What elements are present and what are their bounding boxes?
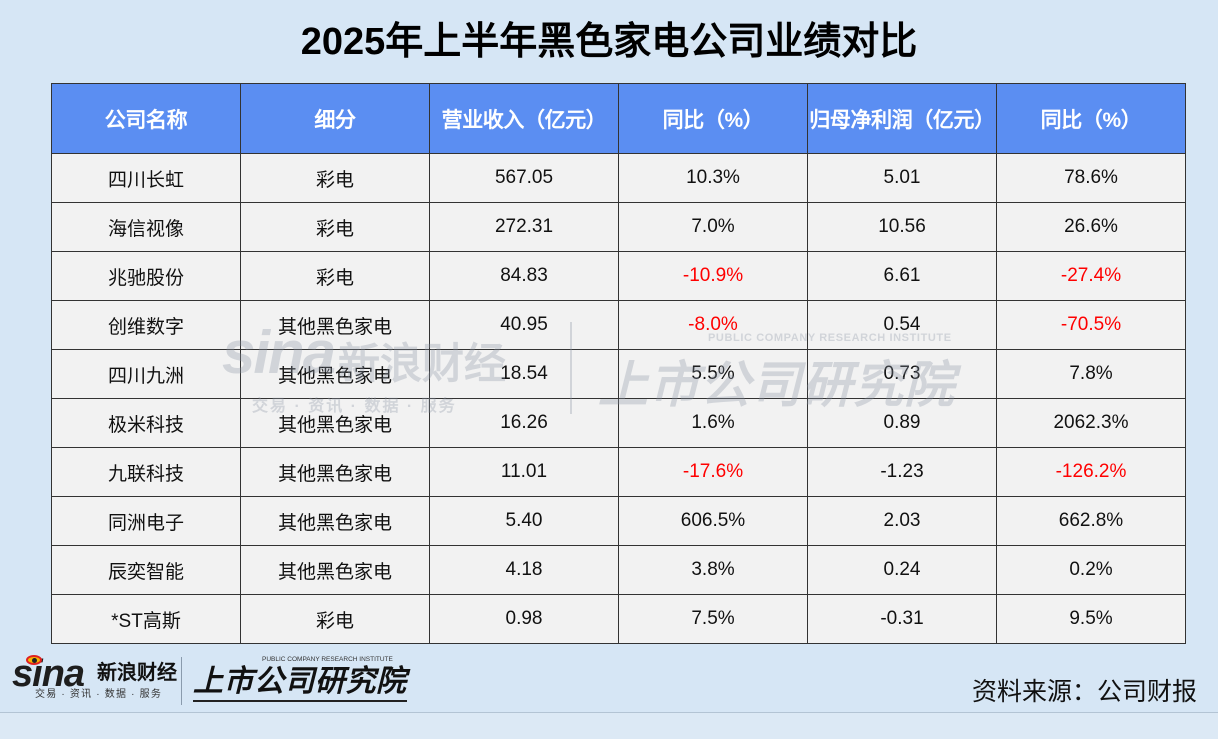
cell-revenue: 84.83 [429, 251, 619, 301]
cell-revenue-yoy: 10.3% [618, 153, 808, 203]
data-table: 公司名称 细分 营业收入（亿元） 同比（%） 归母净利润（亿元） 同比（%） 四川长虹 彩电… [51, 83, 1186, 644]
table-row: 创维数字 其他黑色家电 40.95 -8.0% 0.54 -70.5% [51, 300, 1186, 350]
performance-table: 公司名称 细分 营业收入（亿元） 同比（%） 归母净利润（亿元） 同比（%） 四川长虹 彩电… [51, 83, 1186, 644]
cell-net-profit-yoy: 2062.3% [996, 398, 1186, 448]
cell-segment: 彩电 [240, 153, 430, 203]
cell-company-name: 四川长虹 [51, 153, 241, 203]
sina-finance-name: 新浪财经 [97, 662, 177, 684]
cell-net-profit: 10.56 [807, 202, 997, 252]
cell-net-profit: -1.23 [807, 447, 997, 497]
cell-revenue-yoy: -10.9% [618, 251, 808, 301]
cell-revenue-yoy: 1.6% [618, 398, 808, 448]
header-net-profit: 归母净利润（亿元） [807, 83, 997, 154]
cell-net-profit-yoy: 26.6% [996, 202, 1186, 252]
cell-revenue: 567.05 [429, 153, 619, 203]
table-header: 公司名称 细分 营业收入（亿元） 同比（%） 归母净利润（亿元） 同比（%） [51, 83, 1186, 154]
logo-divider [181, 657, 182, 705]
cell-company-name: 海信视像 [51, 202, 241, 252]
cell-company-name: 极米科技 [51, 398, 241, 448]
cell-net-profit-yoy: 7.8% [996, 349, 1186, 399]
table-row: 九联科技 其他黑色家电 11.01 -17.6% -1.23 -126.2% [51, 447, 1186, 497]
cell-company-name: 创维数字 [51, 300, 241, 350]
cell-segment: 其他黑色家电 [240, 349, 430, 399]
cell-net-profit-yoy: -126.2% [996, 447, 1186, 497]
cell-net-profit-yoy: 78.6% [996, 153, 1186, 203]
cell-revenue: 11.01 [429, 447, 619, 497]
cell-revenue-yoy: 606.5% [618, 496, 808, 546]
data-source: 资料来源：公司财报 [971, 678, 1197, 706]
institute-name: 上市公司研究院 [193, 665, 407, 698]
sina-tagline: 交易 · 资讯 · 数据 · 服务 [35, 689, 163, 700]
cell-segment: 彩电 [240, 202, 430, 252]
cell-segment: 其他黑色家电 [240, 545, 430, 595]
table-row: *ST高斯 彩电 0.98 7.5% -0.31 9.5% [51, 594, 1186, 644]
sina-eye-icon [26, 655, 42, 665]
cell-net-profit: 0.24 [807, 545, 997, 595]
cell-company-name: 四川九洲 [51, 349, 241, 399]
cell-company-name: 同洲电子 [51, 496, 241, 546]
cell-net-profit-yoy: 9.5% [996, 594, 1186, 644]
header-net-profit-yoy: 同比（%） [996, 83, 1186, 154]
institute-english-name: PUBLIC COMPANY RESEARCH INSTITUTE [262, 656, 393, 663]
table-row: 极米科技 其他黑色家电 16.26 1.6% 0.89 2062.3% [51, 398, 1186, 448]
cell-net-profit-yoy: 0.2% [996, 545, 1186, 595]
cell-net-profit-yoy: -70.5% [996, 300, 1186, 350]
cell-revenue-yoy: 7.0% [618, 202, 808, 252]
cell-revenue: 18.54 [429, 349, 619, 399]
cell-company-name: 九联科技 [51, 447, 241, 497]
cell-net-profit: 2.03 [807, 496, 997, 546]
header-segment: 细分 [240, 83, 430, 154]
cell-revenue: 4.18 [429, 545, 619, 595]
cell-segment: 其他黑色家电 [240, 447, 430, 497]
table-row: 辰奕智能 其他黑色家电 4.18 3.8% 0.24 0.2% [51, 545, 1186, 595]
cell-net-profit-yoy: 662.8% [996, 496, 1186, 546]
cell-revenue-yoy: 7.5% [618, 594, 808, 644]
table-header-row: 公司名称 细分 营业收入（亿元） 同比（%） 归母净利润（亿元） 同比（%） [51, 83, 1186, 154]
header-revenue-yoy: 同比（%） [618, 83, 808, 154]
cell-revenue: 5.40 [429, 496, 619, 546]
cell-net-profit-yoy: -27.4% [996, 251, 1186, 301]
cell-segment: 彩电 [240, 594, 430, 644]
table-row: 四川长虹 彩电 567.05 10.3% 5.01 78.6% [51, 153, 1186, 203]
table-row: 同洲电子 其他黑色家电 5.40 606.5% 2.03 662.8% [51, 496, 1186, 546]
cell-net-profit: 6.61 [807, 251, 997, 301]
cell-revenue-yoy: -8.0% [618, 300, 808, 350]
cell-segment: 其他黑色家电 [240, 398, 430, 448]
table-body: 四川长虹 彩电 567.05 10.3% 5.01 78.6% 海信视像 彩电 272.31 7.… [51, 153, 1186, 644]
page-title: 2025年上半年黑色家电公司业绩对比 [300, 21, 918, 63]
cell-company-name: *ST高斯 [51, 594, 241, 644]
cell-revenue-yoy: 5.5% [618, 349, 808, 399]
cell-net-profit: 0.54 [807, 300, 997, 350]
cell-net-profit: 5.01 [807, 153, 997, 203]
cell-revenue-yoy: 3.8% [618, 545, 808, 595]
table-row: 四川九洲 其他黑色家电 18.54 5.5% 0.73 7.8% [51, 349, 1186, 399]
header-company-name: 公司名称 [51, 83, 241, 154]
institute-underline [193, 700, 407, 702]
cell-revenue-yoy: -17.6% [618, 447, 808, 497]
cell-revenue: 0.98 [429, 594, 619, 644]
cell-segment: 彩电 [240, 251, 430, 301]
cell-net-profit: 0.73 [807, 349, 997, 399]
table-row: 兆驰股份 彩电 84.83 -10.9% 6.61 -27.4% [51, 251, 1186, 301]
cell-revenue: 272.31 [429, 202, 619, 252]
cell-segment: 其他黑色家电 [240, 300, 430, 350]
table-row: 海信视像 彩电 272.31 7.0% 10.56 26.6% [51, 202, 1186, 252]
sina-wordmark: sina [12, 653, 85, 695]
cell-company-name: 兆驰股份 [51, 251, 241, 301]
cell-company-name: 辰奕智能 [51, 545, 241, 595]
header-revenue: 营业收入（亿元） [429, 83, 619, 154]
cell-net-profit: 0.89 [807, 398, 997, 448]
cell-revenue: 40.95 [429, 300, 619, 350]
bottom-strip [0, 712, 1218, 739]
cell-revenue: 16.26 [429, 398, 619, 448]
cell-net-profit: -0.31 [807, 594, 997, 644]
cell-segment: 其他黑色家电 [240, 496, 430, 546]
